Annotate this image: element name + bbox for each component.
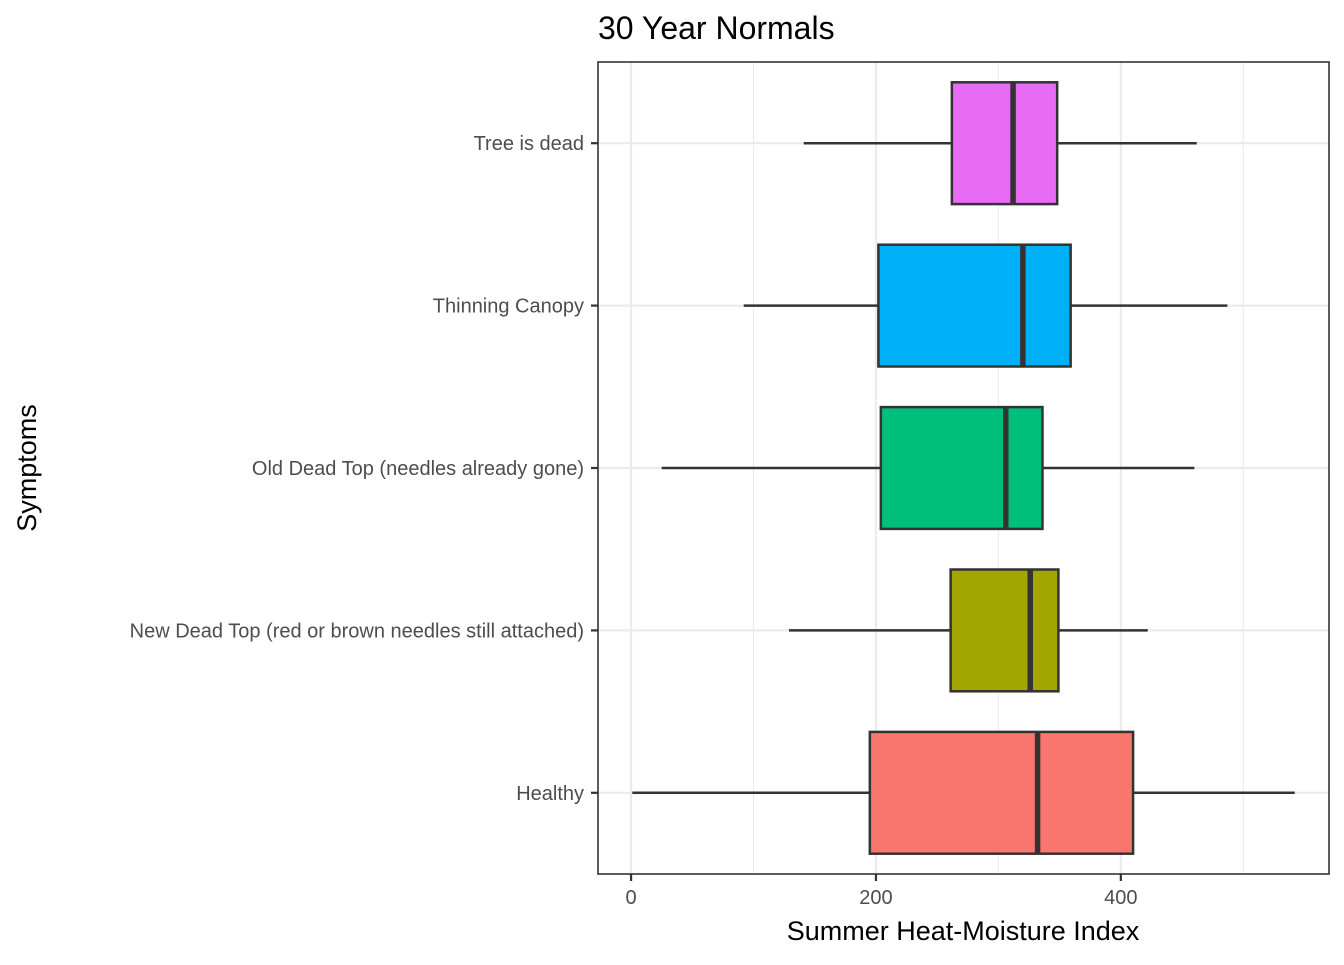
box-group — [789, 568, 1148, 693]
y-tick-label: Tree is dead — [474, 133, 584, 155]
box-group — [632, 730, 1295, 855]
boxes-layer — [632, 81, 1295, 855]
y-tick-label: Healthy — [516, 783, 584, 805]
box-iqr — [879, 405, 1044, 531]
box-iqr — [868, 730, 1135, 855]
y-tick-label: New Dead Top (red or brown needles still… — [130, 620, 584, 642]
box-iqr — [950, 81, 1059, 206]
box-iqr — [949, 568, 1060, 693]
x-tick-label: 0 — [625, 887, 636, 909]
axis-layer: 0 200 400 Healthy New Dead Top (red or brown… — [130, 133, 1138, 909]
box-iqr — [877, 243, 1072, 368]
x-tick-label: 200 — [859, 887, 892, 909]
x-axis-title: Summer Heat-Moisture Index — [787, 916, 1140, 946]
box-group — [803, 81, 1197, 206]
y-axis-title: Symptoms — [12, 404, 42, 532]
x-tick-label: 400 — [1104, 887, 1137, 909]
y-tick-label: Old Dead Top (needles already gone) — [252, 458, 584, 480]
chart-title: 30 Year Normals — [598, 10, 835, 46]
box-group — [743, 243, 1228, 368]
box-group — [661, 405, 1195, 531]
y-tick-label: Thinning Canopy — [433, 296, 584, 318]
